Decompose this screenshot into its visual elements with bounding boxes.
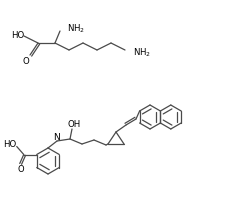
Text: O: O (17, 164, 24, 173)
Text: NH$_2$: NH$_2$ (132, 47, 150, 59)
Text: N: N (53, 132, 60, 141)
Text: OH: OH (67, 120, 80, 129)
Text: HO: HO (3, 139, 16, 148)
Text: O: O (22, 56, 29, 65)
Text: NH$_2$: NH$_2$ (67, 23, 85, 35)
Text: HO: HO (11, 31, 25, 40)
